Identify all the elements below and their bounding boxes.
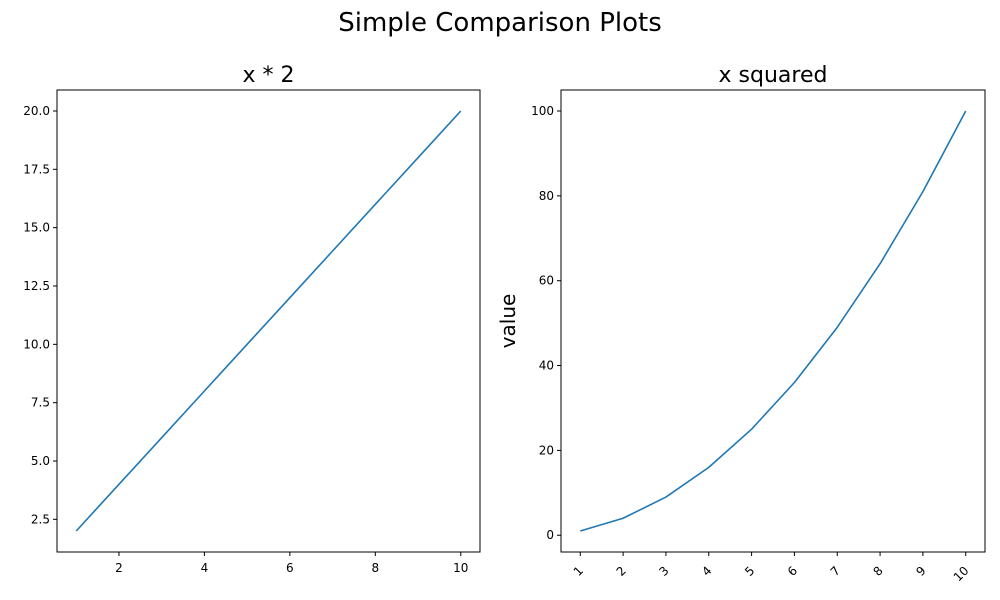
x-tick-label: 3: [656, 564, 671, 579]
figure-suptitle: Simple Comparison Plots: [338, 8, 662, 38]
x-tick-label: 10: [453, 561, 468, 575]
x-tick-label: 1: [571, 564, 586, 579]
y-tick-label: 5.0: [31, 454, 50, 468]
subplot-left: x * 2 2 4 6 8 10 2.5 5.0 7.5 10.0 12.5 15.0 17.5 20.0: [23, 63, 481, 575]
y-tick-label: 100: [531, 104, 554, 118]
y-tick-label: 20: [539, 443, 554, 457]
axes-frame: [56, 89, 481, 553]
y-tick-label: 10.0: [23, 337, 50, 351]
x-tick-label: 6: [785, 564, 800, 579]
y-tick-label: 20.0: [23, 104, 50, 118]
y-tick-label: 0: [546, 528, 554, 542]
x-tick-label: 7: [828, 564, 843, 579]
x-tick-label: 5: [742, 564, 757, 579]
y-tick-label: 80: [539, 189, 554, 203]
x-tick-label: 4: [699, 564, 714, 579]
y-tick-label: 17.5: [23, 162, 50, 176]
axes-frame: [560, 89, 986, 553]
x-tick-label: 4: [201, 561, 209, 575]
y-tick-label: 60: [539, 274, 554, 288]
series-line: [580, 110, 967, 532]
x-tick-label: 6: [286, 561, 294, 575]
x-tick-label: 2: [115, 561, 123, 575]
axes-title: x * 2: [242, 63, 294, 88]
x-tick-label: 8: [371, 561, 379, 575]
x-tick-label: 2: [614, 564, 629, 579]
y-tick-label: 2.5: [31, 512, 50, 526]
y-tick-label: 15.0: [23, 221, 50, 235]
series-line: [75, 110, 462, 532]
y-axis-label: value: [496, 294, 520, 349]
y-tick-label: 7.5: [31, 396, 50, 410]
y-tick-label: 40: [539, 359, 554, 373]
axes-title: x squared: [719, 63, 828, 88]
y-tick-label: 12.5: [23, 279, 50, 293]
x-tick-label: 9: [913, 564, 928, 579]
x-tick-label: 10: [951, 564, 972, 585]
x-tick-label: 8: [871, 564, 886, 579]
